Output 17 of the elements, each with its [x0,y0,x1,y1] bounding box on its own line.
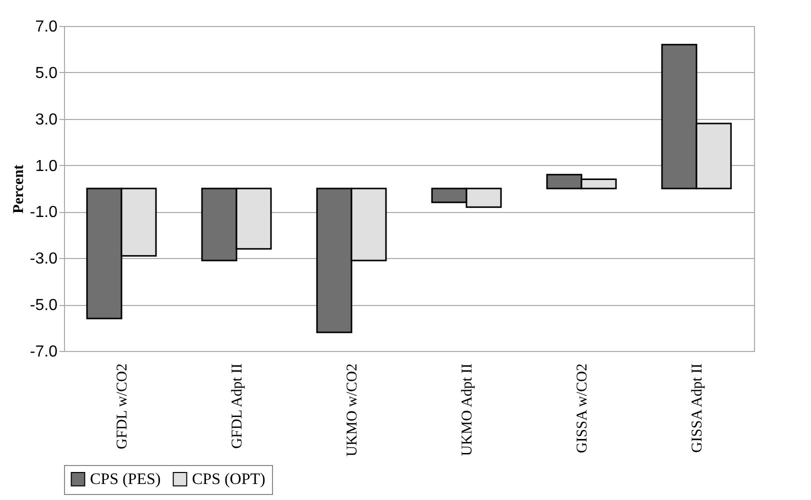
y-tick-label: 7.0 [35,18,58,36]
y-tick-label: 1.0 [35,158,58,175]
y-tick-label: -3.0 [30,250,58,268]
y-tick-label: 3.0 [35,111,58,128]
legend-label: CPS (OPT) [192,471,266,488]
y-tick-label: 5.0 [35,64,58,82]
x-tick-label: UKMO w/CO2 [344,364,360,456]
y-tick-label: -5.0 [30,297,58,314]
x-tick-label: UKMO Adpt II [460,364,476,456]
y-axis-title: Percent [10,164,27,214]
legend-label: CPS (PES) [90,471,161,488]
y-tick-label: -7.0 [30,344,58,360]
x-tick-label: GFDL w/CO2 [114,364,130,450]
x-tick-label: GISSA Adpt II [690,364,706,453]
x-tick-label: GFDL Adpt II [230,364,246,449]
y-tick-label: -1.0 [30,204,58,222]
x-tick-label: GISSA w/CO2 [574,364,590,454]
